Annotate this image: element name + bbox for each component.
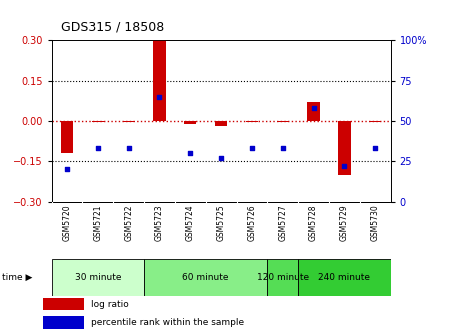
Text: 120 minute: 120 minute [257,273,309,282]
Text: GSM5723: GSM5723 [155,204,164,241]
Bar [43,298,84,310]
Bar [267,259,298,296]
Text: time ▶: time ▶ [2,273,33,282]
Bar [246,121,258,122]
Text: GSM5720: GSM5720 [62,204,71,241]
Bar [43,316,84,329]
Text: GSM5725: GSM5725 [216,204,226,241]
Text: GDS315 / 18508: GDS315 / 18508 [61,20,164,34]
Point [156,94,163,99]
Text: GSM5726: GSM5726 [247,204,256,241]
Text: GSM5724: GSM5724 [186,204,195,241]
Bar [123,121,135,122]
Bar [215,121,227,126]
Text: 240 minute: 240 minute [318,273,370,282]
Text: 30 minute: 30 minute [75,273,121,282]
Bar [184,121,197,124]
Bar [61,121,73,153]
Point [310,106,317,111]
Point [94,146,101,151]
Text: log ratio: log ratio [92,300,129,309]
Text: GSM5721: GSM5721 [93,204,102,241]
Bar [338,121,351,175]
Text: 60 minute: 60 minute [182,273,229,282]
Bar [52,259,144,296]
Bar [369,121,381,122]
Text: GSM5727: GSM5727 [278,204,287,241]
Point [125,146,132,151]
Text: GSM5729: GSM5729 [340,204,349,241]
Text: GSM5722: GSM5722 [124,204,133,241]
Text: GSM5730: GSM5730 [371,204,380,241]
Point [217,155,224,161]
Point [279,146,286,151]
Bar [277,121,289,122]
Point [248,146,255,151]
Bar [92,121,104,122]
Point [187,151,194,156]
Point [372,146,379,151]
Text: percentile rank within the sample: percentile rank within the sample [92,318,245,327]
Bar [144,259,267,296]
Point [63,167,70,172]
Bar [298,259,391,296]
Text: GSM5728: GSM5728 [309,204,318,241]
Bar [308,102,320,121]
Point [341,163,348,169]
Bar [154,40,166,121]
